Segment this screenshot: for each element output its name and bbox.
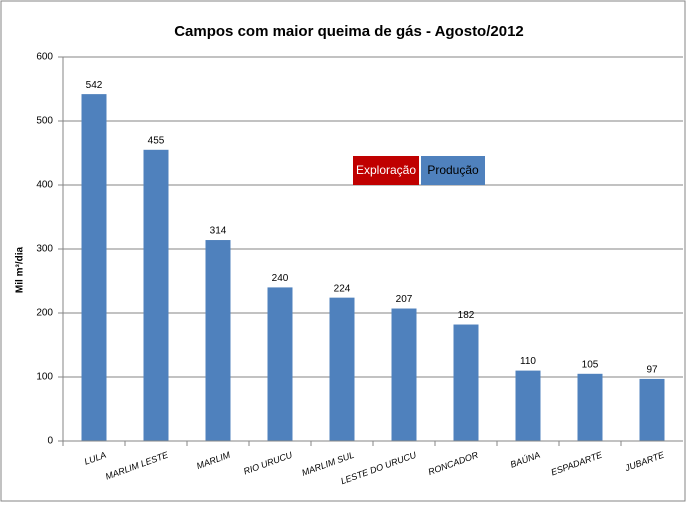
chart-title: Campos com maior queima de gás - Agosto/… [174,23,524,40]
data-label: 110 [520,356,536,367]
data-label: 207 [396,294,413,305]
y-tick-label: 600 [36,52,53,63]
bar [391,308,417,441]
y-tick-label: 300 [36,244,53,255]
data-label: 455 [148,135,165,146]
bar [81,94,107,442]
legend-label: Produção [427,163,479,177]
bar [453,324,479,441]
data-label: 314 [210,226,227,237]
bar [329,297,355,441]
y-tick-label: 100 [36,372,53,383]
y-axis-label: Mil m³/dia [15,247,26,294]
bar [267,287,293,441]
legend-label: Exploração [356,163,416,177]
y-tick-label: 0 [47,436,53,447]
data-label: 182 [458,310,475,321]
bar [515,370,541,441]
bar [143,149,169,442]
legend-swatch [353,156,419,185]
bar [577,373,603,441]
data-label: 224 [334,283,351,294]
data-label: 105 [582,359,599,370]
bar [639,378,665,441]
y-tick-label: 200 [36,308,53,319]
bar [205,240,231,441]
legend-swatch [421,156,485,185]
data-label: 542 [86,80,103,91]
y-tick-label: 400 [36,180,53,191]
data-label: 240 [272,273,289,284]
y-tick-label: 500 [36,116,53,127]
data-label: 97 [646,365,658,376]
